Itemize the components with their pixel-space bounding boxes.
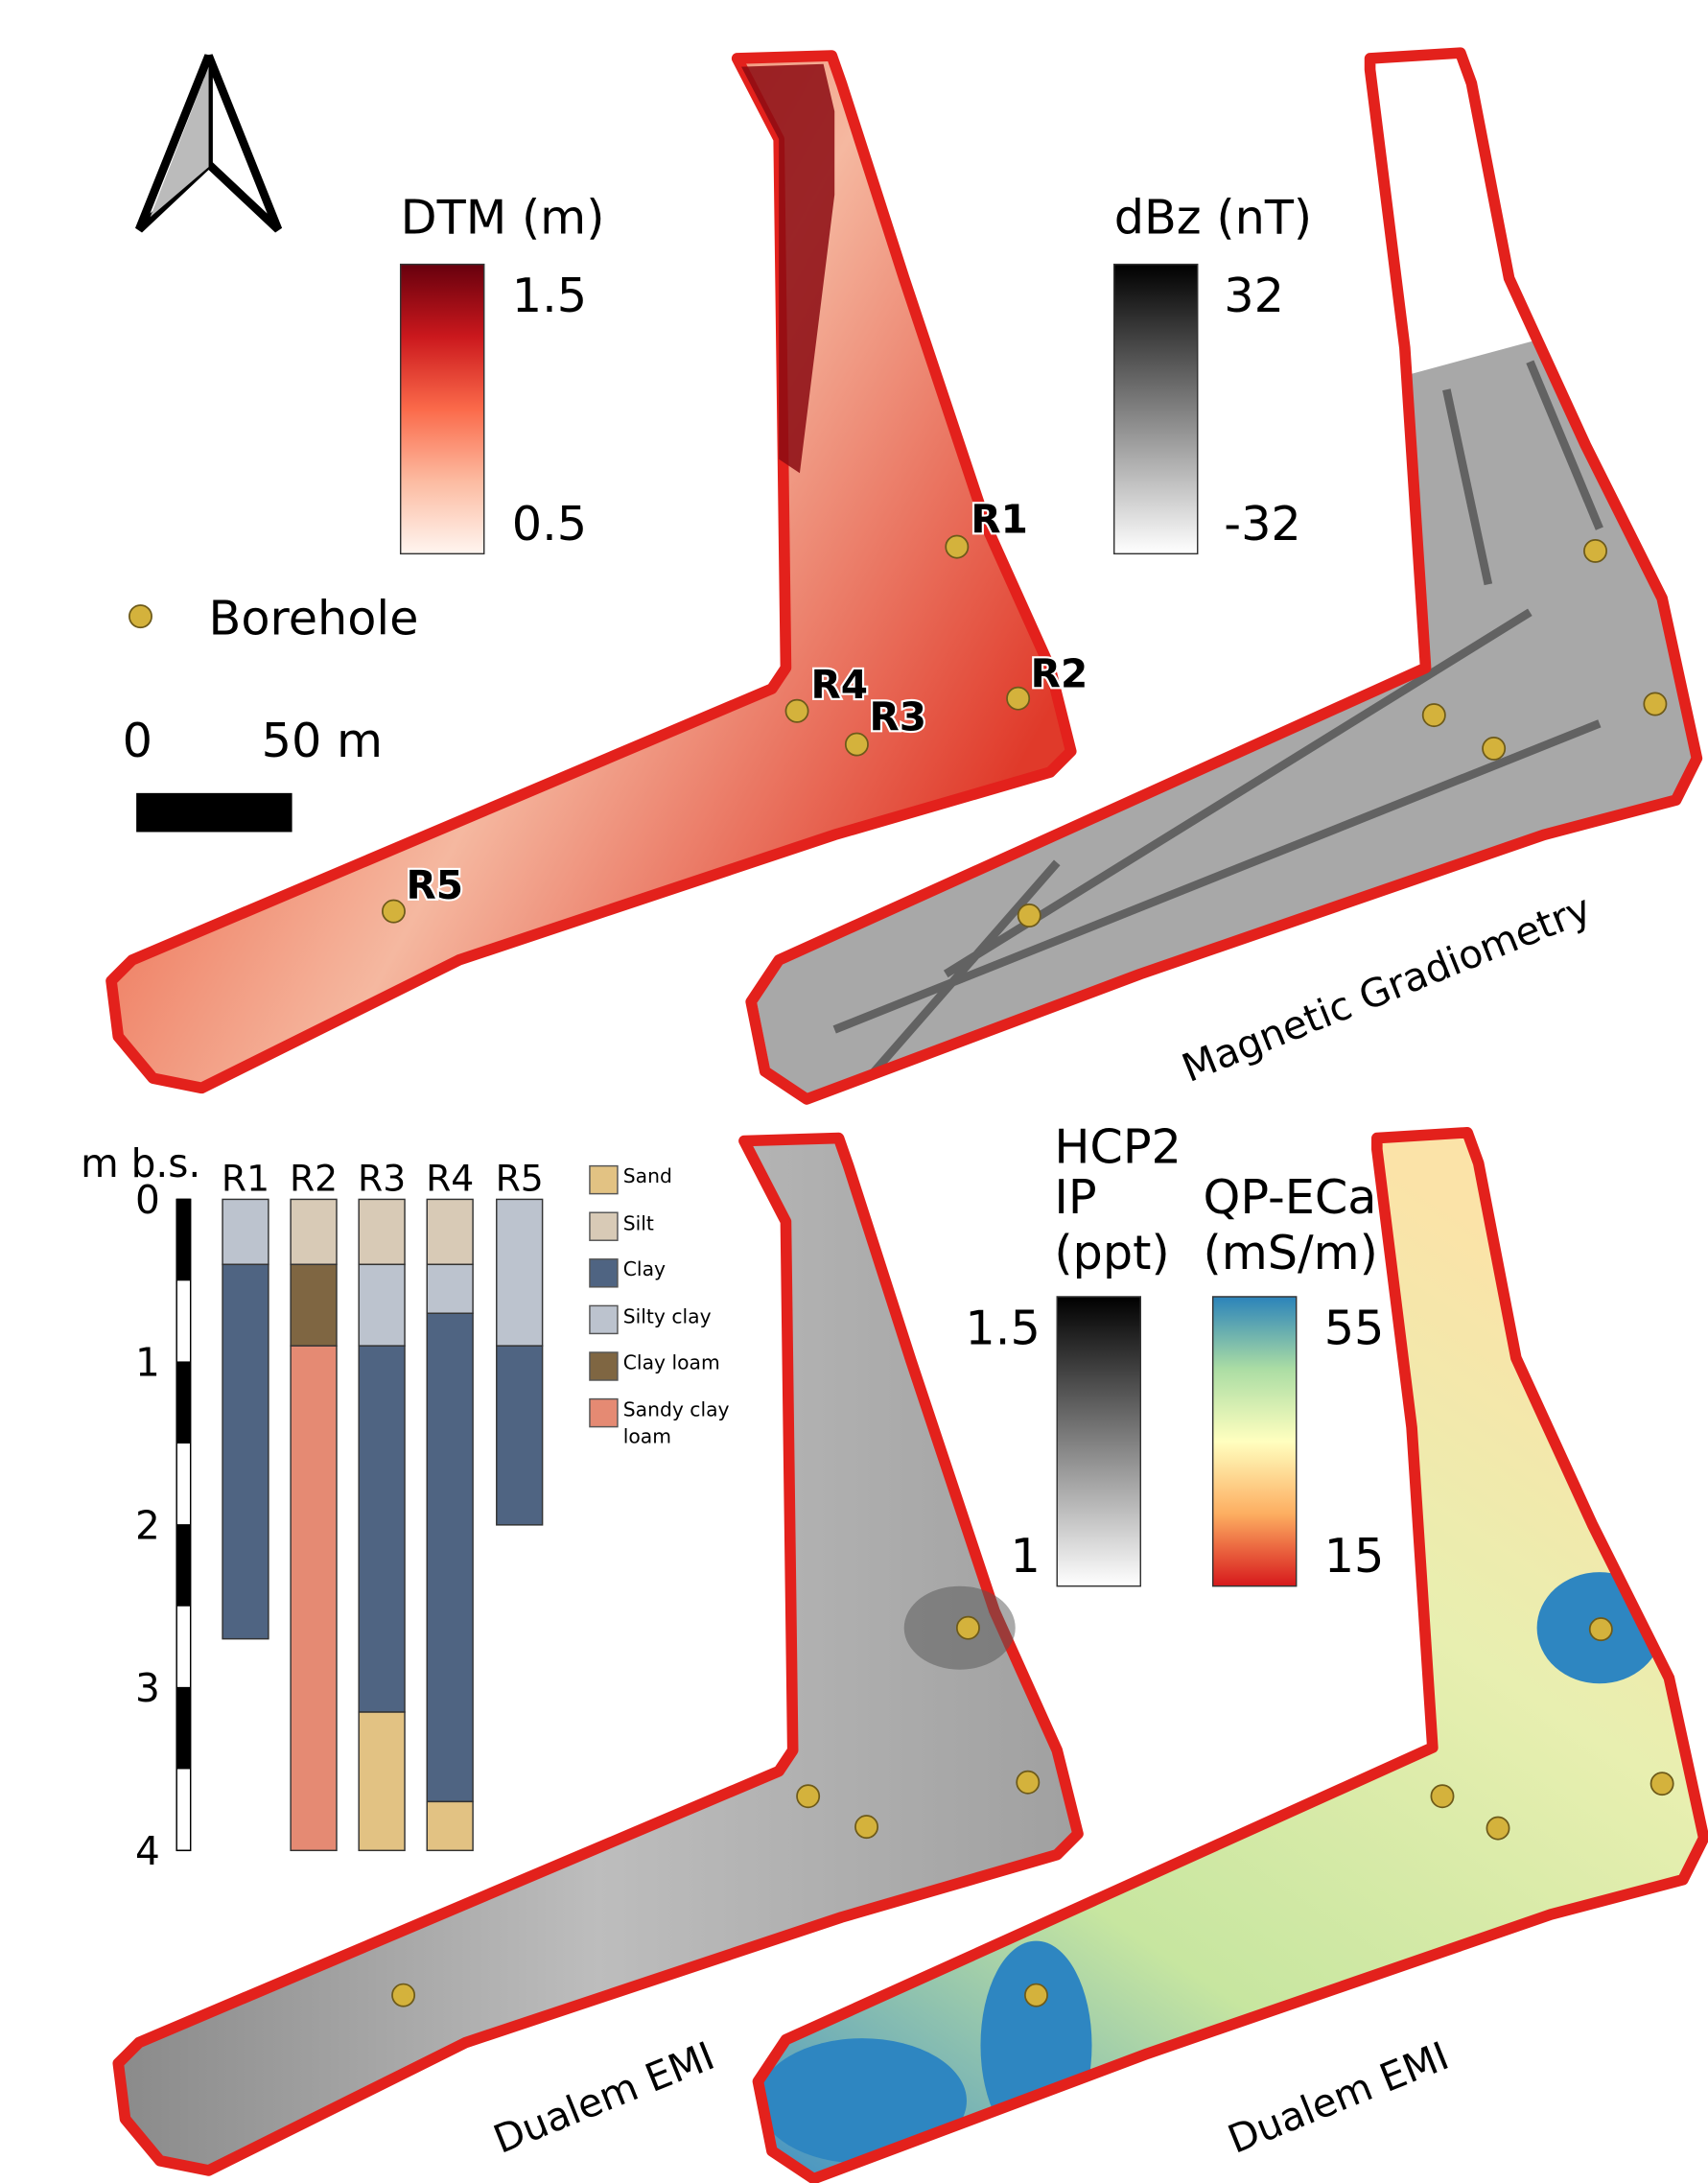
scale-bar bbox=[136, 793, 292, 833]
layer bbox=[359, 1264, 405, 1346]
colorbar bbox=[1213, 1297, 1297, 1586]
colorbar-min: 1 bbox=[1010, 1528, 1040, 1584]
borehole-dot bbox=[946, 535, 968, 557]
depth-segment bbox=[176, 1525, 191, 1607]
panel-label: Dualem EMI bbox=[487, 2032, 721, 2163]
borehole-dot bbox=[1025, 1984, 1047, 2007]
borehole-dot bbox=[392, 1984, 414, 2007]
figure: R1 R2 R3 R4 R5 Borehole 0 50 m Magnetic … bbox=[0, 0, 1708, 2183]
layer bbox=[427, 1264, 473, 1313]
layer bbox=[427, 1199, 473, 1264]
borehole-dot bbox=[1584, 540, 1606, 562]
borehole-label: R1 bbox=[971, 497, 1028, 543]
legend-label: Clay loam bbox=[623, 1351, 735, 1378]
layer bbox=[497, 1199, 543, 1346]
colorbar-title: DTM (m) bbox=[401, 190, 605, 246]
layer bbox=[291, 1264, 337, 1346]
borehole-label: R4 bbox=[811, 662, 869, 708]
column-label: R3 bbox=[358, 1158, 406, 1200]
borehole-dot bbox=[846, 733, 868, 755]
legend-label: Sandy clay loam bbox=[623, 1397, 735, 1450]
legend-label: Clay bbox=[623, 1257, 735, 1284]
colorbar-max: 55 bbox=[1324, 1300, 1385, 1355]
legend-label: Silt bbox=[623, 1211, 735, 1238]
column-label: R4 bbox=[426, 1158, 474, 1200]
colorbar-title: IP bbox=[1054, 1169, 1096, 1225]
y-tick-label: 0 bbox=[135, 1177, 160, 1223]
borehole-dot bbox=[1423, 704, 1445, 726]
colorbar-title: (mS/m) bbox=[1204, 1225, 1378, 1280]
borehole-dot bbox=[855, 1816, 877, 1838]
borehole-dot bbox=[785, 700, 807, 722]
borehole-dot bbox=[797, 1785, 819, 1807]
legend-label: Silty clay bbox=[623, 1304, 735, 1331]
legend-swatch bbox=[590, 1166, 618, 1194]
layer bbox=[359, 1346, 405, 1712]
colorbar-min: 0.5 bbox=[512, 496, 587, 552]
colorbar-max: 1.5 bbox=[512, 268, 587, 323]
borehole-dot bbox=[383, 901, 405, 923]
layer bbox=[291, 1346, 337, 1850]
column-label: R1 bbox=[222, 1158, 269, 1200]
borehole-dot bbox=[957, 1617, 979, 1639]
layer bbox=[222, 1264, 269, 1638]
colorbar bbox=[1057, 1297, 1140, 1586]
depth-segment bbox=[176, 1199, 191, 1280]
legend-swatch bbox=[590, 1259, 618, 1287]
column-label: R5 bbox=[496, 1158, 544, 1200]
borehole-label: R2 bbox=[1031, 651, 1088, 697]
layer bbox=[291, 1199, 337, 1264]
layer bbox=[359, 1712, 405, 1850]
scale-end: 50 m bbox=[262, 713, 383, 768]
legend-swatch bbox=[590, 1352, 618, 1380]
scale-start: 0 bbox=[123, 713, 152, 768]
borehole-dot bbox=[1483, 738, 1505, 760]
borehole-dot bbox=[1018, 904, 1041, 927]
colorbar-title: (ppt) bbox=[1054, 1225, 1169, 1280]
borehole-dot bbox=[1486, 1817, 1509, 1839]
legend-dot bbox=[129, 605, 152, 627]
borehole-label: R5 bbox=[406, 862, 463, 908]
layer bbox=[427, 1801, 473, 1850]
layer bbox=[222, 1199, 269, 1264]
colorbar bbox=[401, 265, 484, 554]
depth-segment bbox=[176, 1688, 191, 1770]
legend-swatch bbox=[590, 1212, 618, 1240]
borehole-dot bbox=[1590, 1618, 1612, 1640]
colorbar-title: dBz (nT) bbox=[1114, 190, 1312, 246]
column-label: R2 bbox=[290, 1158, 338, 1200]
y-tick-label: 1 bbox=[135, 1340, 160, 1386]
y-tick-label: 4 bbox=[135, 1828, 160, 1874]
panel-label: Dualem EMI bbox=[1222, 2032, 1456, 2163]
colorbar-max: 32 bbox=[1224, 268, 1284, 323]
legend-item: Sandy clay loam bbox=[623, 1397, 749, 1453]
layer bbox=[497, 1346, 543, 1525]
depth-segment bbox=[176, 1362, 191, 1444]
borehole-dot bbox=[1651, 1772, 1673, 1795]
layer bbox=[359, 1199, 405, 1264]
y-tick-label: 2 bbox=[135, 1502, 160, 1548]
borehole-dot bbox=[1007, 688, 1029, 710]
colorbar bbox=[1114, 265, 1198, 554]
colorbar-min: 15 bbox=[1324, 1528, 1385, 1584]
legend-swatch bbox=[590, 1399, 618, 1427]
colorbar-title: QP-ECa bbox=[1204, 1169, 1377, 1225]
colorbar-min: -32 bbox=[1224, 496, 1301, 552]
colorbar-title: HCP2 bbox=[1054, 1119, 1182, 1175]
legend-label: Sand bbox=[623, 1164, 735, 1191]
borehole-dot bbox=[1431, 1785, 1453, 1807]
colorbar-max: 1.5 bbox=[965, 1300, 1040, 1355]
y-tick-label: 3 bbox=[135, 1665, 160, 1711]
legend-label: Borehole bbox=[209, 590, 419, 646]
north-arrow bbox=[139, 56, 278, 229]
borehole-label: R3 bbox=[869, 694, 926, 740]
layer bbox=[427, 1313, 473, 1801]
borehole-dot bbox=[1017, 1772, 1039, 1794]
legend-swatch bbox=[590, 1305, 618, 1333]
borehole-dot bbox=[1644, 692, 1666, 715]
